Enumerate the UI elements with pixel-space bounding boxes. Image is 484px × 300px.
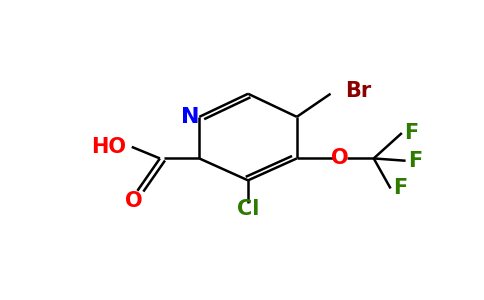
Text: Cl: Cl <box>237 199 259 219</box>
Text: O: O <box>125 191 142 211</box>
Text: Br: Br <box>346 81 372 101</box>
Text: O: O <box>331 148 349 168</box>
Text: F: F <box>393 178 407 199</box>
Text: HO: HO <box>91 137 126 157</box>
Text: F: F <box>404 123 418 143</box>
Text: F: F <box>408 151 422 171</box>
Text: N: N <box>181 107 199 127</box>
